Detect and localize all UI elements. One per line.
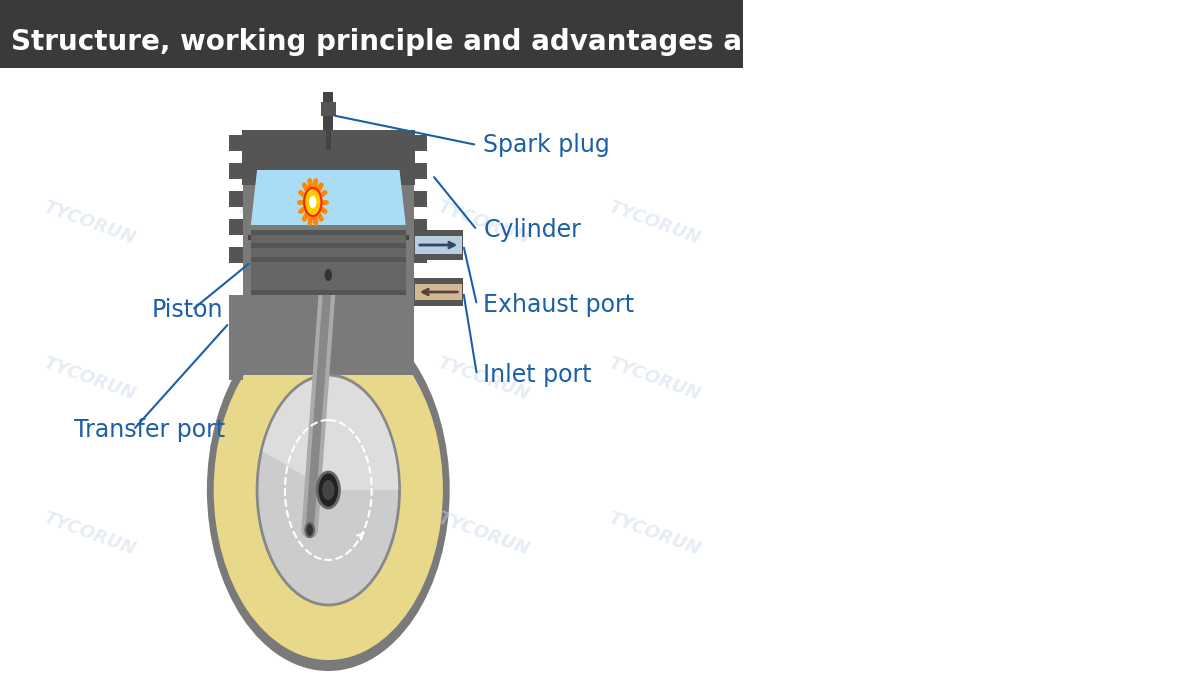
Ellipse shape bbox=[214, 320, 443, 660]
Text: TYCORUN: TYCORUN bbox=[234, 353, 331, 404]
Circle shape bbox=[322, 480, 335, 500]
Ellipse shape bbox=[206, 309, 450, 671]
Text: TYCORUN: TYCORUN bbox=[606, 198, 703, 248]
FancyBboxPatch shape bbox=[251, 243, 406, 248]
FancyBboxPatch shape bbox=[251, 230, 406, 295]
FancyBboxPatch shape bbox=[326, 130, 331, 150]
FancyBboxPatch shape bbox=[414, 247, 427, 263]
Circle shape bbox=[305, 523, 314, 537]
FancyBboxPatch shape bbox=[229, 135, 242, 151]
FancyBboxPatch shape bbox=[242, 175, 414, 375]
FancyBboxPatch shape bbox=[415, 236, 462, 254]
Text: TYCORUN: TYCORUN bbox=[41, 198, 138, 248]
FancyBboxPatch shape bbox=[415, 284, 462, 300]
Wedge shape bbox=[263, 377, 398, 490]
FancyBboxPatch shape bbox=[414, 163, 427, 179]
Text: Piston: Piston bbox=[151, 298, 223, 322]
Text: TYCORUN: TYCORUN bbox=[41, 353, 138, 404]
Circle shape bbox=[324, 269, 332, 281]
Polygon shape bbox=[251, 170, 406, 225]
FancyBboxPatch shape bbox=[320, 102, 336, 116]
FancyBboxPatch shape bbox=[229, 191, 242, 207]
Text: Inlet port: Inlet port bbox=[484, 363, 592, 387]
Text: Transfer port: Transfer port bbox=[74, 418, 226, 442]
FancyBboxPatch shape bbox=[251, 257, 406, 262]
Text: TYCORUN: TYCORUN bbox=[234, 508, 331, 559]
FancyBboxPatch shape bbox=[241, 130, 415, 185]
FancyBboxPatch shape bbox=[251, 235, 406, 290]
FancyBboxPatch shape bbox=[229, 163, 242, 179]
FancyBboxPatch shape bbox=[229, 219, 242, 235]
Text: TYCORUN: TYCORUN bbox=[606, 508, 703, 559]
Circle shape bbox=[257, 375, 400, 605]
Text: Exhaust port: Exhaust port bbox=[484, 293, 635, 317]
FancyBboxPatch shape bbox=[414, 135, 427, 151]
FancyBboxPatch shape bbox=[414, 191, 427, 207]
FancyBboxPatch shape bbox=[323, 92, 334, 130]
FancyBboxPatch shape bbox=[0, 0, 743, 68]
Circle shape bbox=[304, 188, 322, 216]
Text: TYCORUN: TYCORUN bbox=[434, 198, 532, 248]
Text: TYCORUN: TYCORUN bbox=[434, 508, 532, 559]
FancyBboxPatch shape bbox=[414, 278, 463, 306]
Circle shape bbox=[308, 195, 317, 209]
FancyBboxPatch shape bbox=[229, 295, 242, 380]
Text: TYCORUN: TYCORUN bbox=[234, 198, 331, 248]
Text: TYCORUN: TYCORUN bbox=[606, 353, 703, 404]
FancyBboxPatch shape bbox=[229, 247, 242, 263]
Text: Structure, working principle and advantages and disadvantages of a two-stroke en: Structure, working principle and advanta… bbox=[11, 28, 1200, 56]
Text: Cylinder: Cylinder bbox=[484, 218, 581, 242]
FancyBboxPatch shape bbox=[247, 235, 409, 240]
Circle shape bbox=[317, 472, 340, 508]
FancyBboxPatch shape bbox=[414, 219, 427, 235]
FancyBboxPatch shape bbox=[414, 230, 463, 260]
Text: TYCORUN: TYCORUN bbox=[434, 353, 532, 404]
Text: TYCORUN: TYCORUN bbox=[41, 508, 138, 559]
Text: Spark plug: Spark plug bbox=[484, 133, 610, 157]
